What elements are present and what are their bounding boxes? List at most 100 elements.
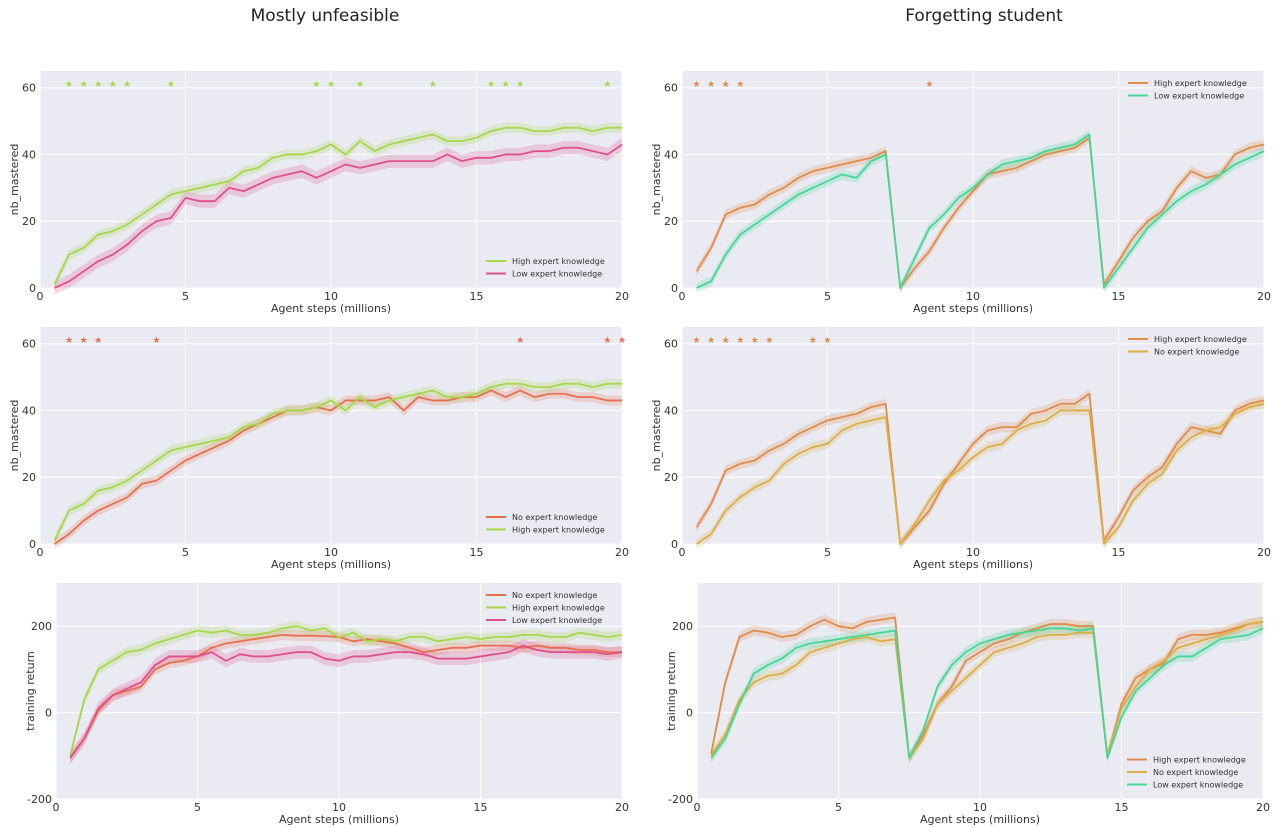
y-tick-label: 60 — [664, 338, 678, 351]
y-axis-label: nb_mastered — [650, 144, 663, 216]
legend-label: Low expert knowledge — [1154, 92, 1244, 101]
significance-star: ★ — [925, 80, 933, 90]
x-tick-label: 5 — [182, 546, 189, 559]
significance-star: ★ — [603, 80, 611, 90]
x-tick-label: 0 — [679, 546, 686, 559]
x-tick-label: 0 — [37, 546, 44, 559]
series-line — [54, 143, 623, 289]
column-title-right: Forgetting student — [905, 6, 1063, 26]
y-tick-label: 40 — [22, 404, 36, 417]
y-axis-label: training return — [24, 651, 37, 731]
x-tick-label: 10 — [324, 290, 338, 303]
significance-star: ★ — [618, 336, 626, 346]
significance-star: ★ — [707, 336, 715, 346]
significance-star: ★ — [65, 336, 73, 346]
y-tick-label: 20 — [22, 215, 36, 228]
significance-star: ★ — [809, 336, 817, 346]
series-line — [710, 616, 1264, 759]
significance-star: ★ — [327, 80, 335, 90]
x-tick-label: 0 — [679, 290, 686, 303]
x-axis-label: Agent steps (millions) — [913, 558, 1033, 571]
series-line — [710, 627, 1264, 759]
significance-star: ★ — [707, 80, 715, 90]
x-tick-label: 10 — [332, 801, 346, 814]
confidence-band — [70, 629, 622, 764]
x-tick-label: 5 — [194, 801, 201, 814]
legend-label: High expert knowledge — [512, 526, 605, 535]
legend-label: High expert knowledge — [512, 257, 605, 266]
confidence-band — [54, 137, 623, 295]
significance-star: ★ — [502, 80, 510, 90]
significance-star: ★ — [693, 80, 701, 90]
x-tick-label: 20 — [1257, 546, 1271, 559]
x-tick-label: 0 — [694, 801, 701, 814]
x-tick-label: 5 — [824, 290, 831, 303]
y-tick-label: 0 — [671, 538, 678, 551]
legend-label: High expert knowledge — [512, 604, 605, 613]
column-title-left: Mostly unfeasible — [250, 6, 400, 26]
significance-star: ★ — [487, 80, 495, 90]
significance-star: ★ — [736, 336, 744, 346]
series-line — [69, 625, 623, 757]
x-axis-label: Agent steps (millions) — [271, 302, 391, 315]
series-line — [696, 133, 1265, 289]
significance-star: ★ — [80, 336, 88, 346]
significance-star: ★ — [722, 336, 730, 346]
y-tick-label: 0 — [29, 538, 36, 551]
legend-label: No expert knowledge — [512, 513, 597, 522]
significance-star: ★ — [823, 336, 831, 346]
significance-star: ★ — [736, 80, 744, 90]
significance-star: ★ — [94, 80, 102, 90]
significance-star: ★ — [516, 80, 524, 90]
y-axis-label: nb_mastered — [8, 144, 21, 216]
legend-label: High expert knowledge — [1154, 335, 1247, 344]
x-tick-label: 5 — [182, 290, 189, 303]
significance-star: ★ — [312, 80, 320, 90]
x-tick-label: 15 — [470, 546, 484, 559]
y-tick-label: 40 — [664, 404, 678, 417]
y-axis-label: training return — [665, 651, 678, 731]
significance-star: ★ — [152, 336, 160, 346]
significance-star: ★ — [516, 336, 524, 346]
y-tick-label: 0 — [45, 707, 52, 720]
legend-label: High expert knowledge — [1154, 79, 1247, 88]
series-line — [69, 633, 622, 759]
significance-star: ★ — [109, 80, 117, 90]
significance-star: ★ — [765, 336, 773, 346]
x-tick-label: 5 — [824, 546, 831, 559]
chart-nb-mastered-unfeasible-1: 0 5 10 15 20 0 20 40 60 Agent steps (millions) nb_… — [8, 71, 629, 315]
x-axis-label: Agent steps (millions) — [913, 302, 1033, 315]
x-tick-label: 20 — [1256, 801, 1270, 814]
significance-star: ★ — [356, 80, 364, 90]
legend-label: No expert knowledge — [512, 591, 597, 600]
legend-label: No expert knowledge — [1153, 768, 1238, 777]
significance-star: ★ — [94, 336, 102, 346]
x-tick-label: 10 — [324, 546, 338, 559]
y-tick-label: 0 — [671, 282, 678, 295]
series-line — [695, 392, 1265, 545]
legend-label: Low expert knowledge — [512, 270, 602, 279]
y-tick-label: 40 — [664, 148, 678, 161]
x-tick-label: 0 — [37, 290, 44, 303]
legend-label: High expert knowledge — [1153, 756, 1246, 765]
legend-label: No expert knowledge — [1154, 348, 1239, 357]
y-axis-label: nb_mastered — [650, 400, 663, 472]
significance-star: ★ — [603, 336, 611, 346]
x-tick-label: 15 — [1112, 546, 1126, 559]
x-axis-label: Agent steps (millions) — [271, 558, 391, 571]
significance-star: ★ — [693, 336, 701, 346]
y-axis-label: nb_mastered — [8, 400, 21, 472]
x-tick-label: 15 — [1115, 801, 1129, 814]
y-tick-label: 0 — [29, 282, 36, 295]
chart-nb-mastered-unfeasible-2: 0 5 10 15 20 0 20 40 60 Agent steps (millions) nb_… — [8, 327, 629, 571]
significance-star: ★ — [429, 80, 437, 90]
y-tick-label: 20 — [664, 471, 678, 484]
significance-star: ★ — [65, 80, 73, 90]
legend-label: Low expert knowledge — [1153, 781, 1243, 790]
chart-nb-mastered-forgetting-1: 0 5 10 15 20 0 20 40 60 Agent steps (millions) nb_… — [650, 71, 1271, 315]
y-tick-label: 200 — [672, 620, 693, 633]
confidence-band — [70, 621, 622, 761]
x-tick-label: 20 — [615, 290, 629, 303]
